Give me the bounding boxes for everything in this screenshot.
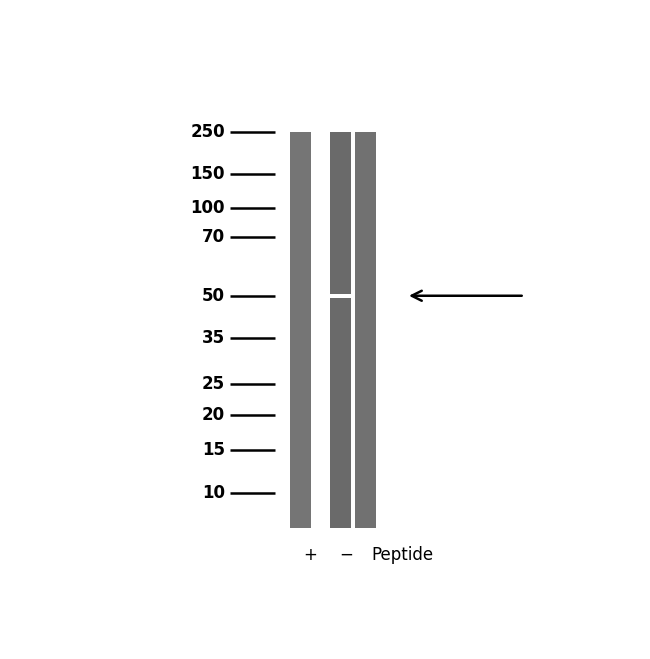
Text: 250: 250 xyxy=(190,123,225,142)
Text: Peptide: Peptide xyxy=(371,546,433,564)
Text: 100: 100 xyxy=(190,200,225,217)
Bar xyxy=(330,132,351,528)
Text: 10: 10 xyxy=(202,484,225,501)
Text: 70: 70 xyxy=(202,229,225,246)
Text: 150: 150 xyxy=(190,165,225,183)
Text: 35: 35 xyxy=(202,329,225,347)
Text: 15: 15 xyxy=(202,440,225,459)
Text: 20: 20 xyxy=(202,406,225,424)
Text: 50: 50 xyxy=(202,287,225,304)
Bar xyxy=(290,132,311,528)
Bar xyxy=(356,132,376,528)
Text: 25: 25 xyxy=(202,374,225,393)
Text: +: + xyxy=(304,546,317,564)
Bar xyxy=(330,294,351,298)
Text: −: − xyxy=(339,546,353,564)
